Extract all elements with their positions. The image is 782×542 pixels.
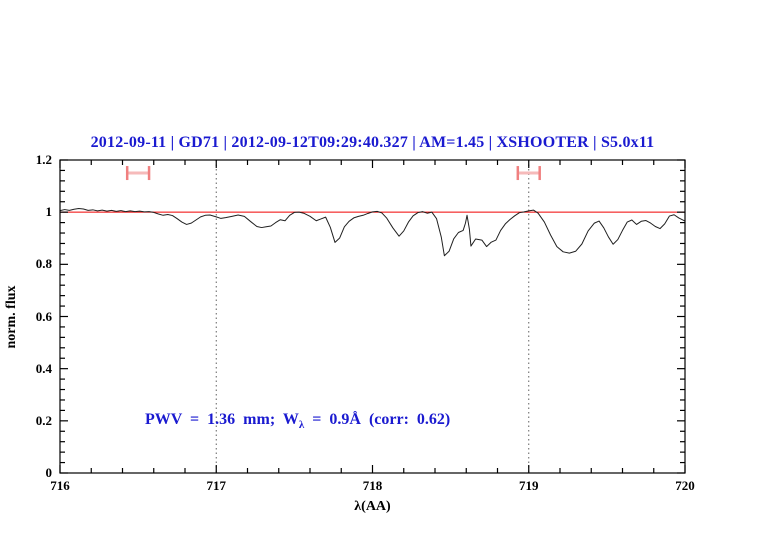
x-tick-label: 717 <box>206 478 227 493</box>
y-tick-label: 0 <box>45 465 53 480</box>
plot-title: 2012-09-11 | GD71 | 2012-09-12T09:29:40.… <box>90 134 655 151</box>
pwv-annotation-text: PWV = 1.36 mm; W <box>145 411 299 428</box>
y-tick-label: 0.2 <box>35 412 52 428</box>
lambda-subscript: λ <box>298 419 305 431</box>
y-tick-label: 0.6 <box>35 308 52 324</box>
y-tick-label: 1 <box>45 204 53 220</box>
x-tick-label: 718 <box>362 478 383 493</box>
y-tick-label: 1.2 <box>35 152 52 167</box>
x-tick-label: 720 <box>675 478 695 493</box>
pwv-annotation-text-2: = 0.9Å (corr: 0.62) <box>304 411 451 428</box>
pwv-annotation: PWV = 1.36 mm; Wλ = 0.9Å (corr: 0.62) <box>145 411 450 431</box>
spectrum-line <box>59 208 686 257</box>
x-tick-label: 716 <box>50 478 70 493</box>
x-tick-label: 719 <box>519 478 539 493</box>
y-tick-label: 0.8 <box>35 256 52 272</box>
y-tick-label: 0.4 <box>35 360 52 376</box>
x-axis-label: λ(AA) <box>354 499 391 514</box>
